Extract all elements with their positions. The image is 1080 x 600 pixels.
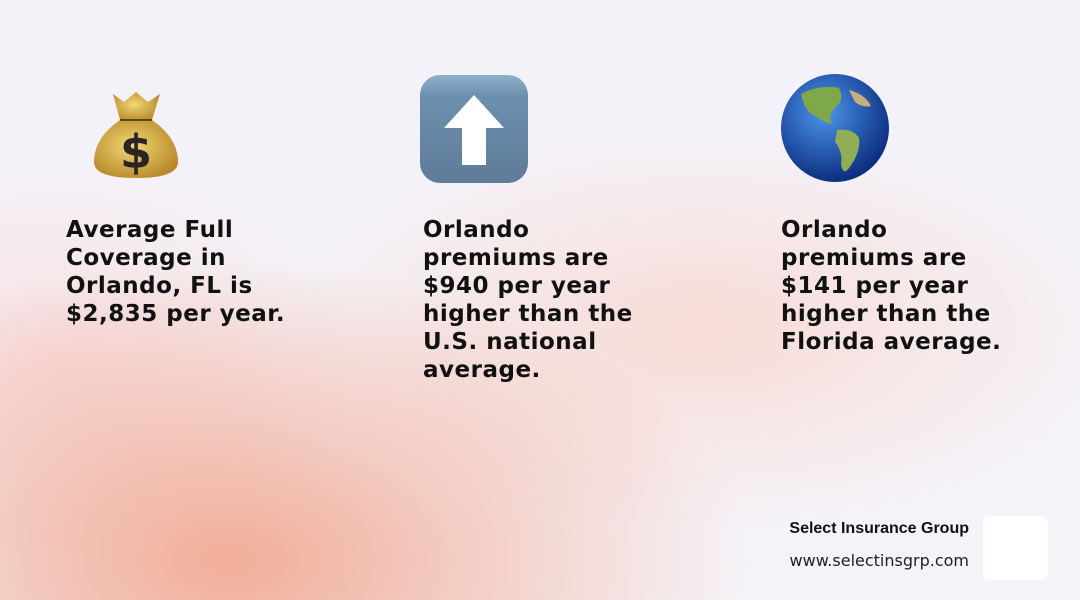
svg-text:$: $: [120, 125, 152, 179]
stat-line: Coverage in: [66, 245, 226, 271]
icon-globe: [779, 72, 891, 184]
stat-line: $2,835 per year.: [66, 301, 286, 327]
up-arrow-icon: [420, 75, 528, 183]
stat-line: Florida average.: [781, 329, 1002, 355]
stat-line: higher than the: [423, 301, 633, 327]
icon-money-bag: $: [80, 72, 192, 184]
website-link[interactable]: www.selectinsgrp.com: [789, 551, 969, 570]
stat-line: Orlando: [423, 217, 530, 243]
icon-up-arrow: [418, 73, 530, 185]
stat-line: premiums are: [781, 245, 967, 271]
globe-americas-icon: [781, 74, 889, 182]
stat-line: Orlando: [781, 217, 888, 243]
stat-average-full-coverage: Average Full Coverage in Orlando, FL is …: [66, 216, 285, 328]
stat-line: $940 per year: [423, 273, 611, 299]
stat-line: average.: [423, 357, 541, 383]
stat-vs-florida: Orlando premiums are $141 per year highe…: [781, 216, 1001, 356]
company-logo: [983, 516, 1048, 580]
stat-line: premiums are: [423, 245, 609, 271]
stat-line: $141 per year: [781, 273, 969, 299]
stat-vs-national: Orlando premiums are $940 per year highe…: [423, 216, 633, 384]
stat-line: U.S. national: [423, 329, 597, 355]
company-name: Select Insurance Group: [789, 520, 969, 537]
money-bag-icon: $: [94, 92, 178, 179]
stat-line: higher than the: [781, 301, 991, 327]
stat-line: Orlando, FL is: [66, 273, 253, 299]
stat-line: Average Full: [66, 217, 234, 243]
